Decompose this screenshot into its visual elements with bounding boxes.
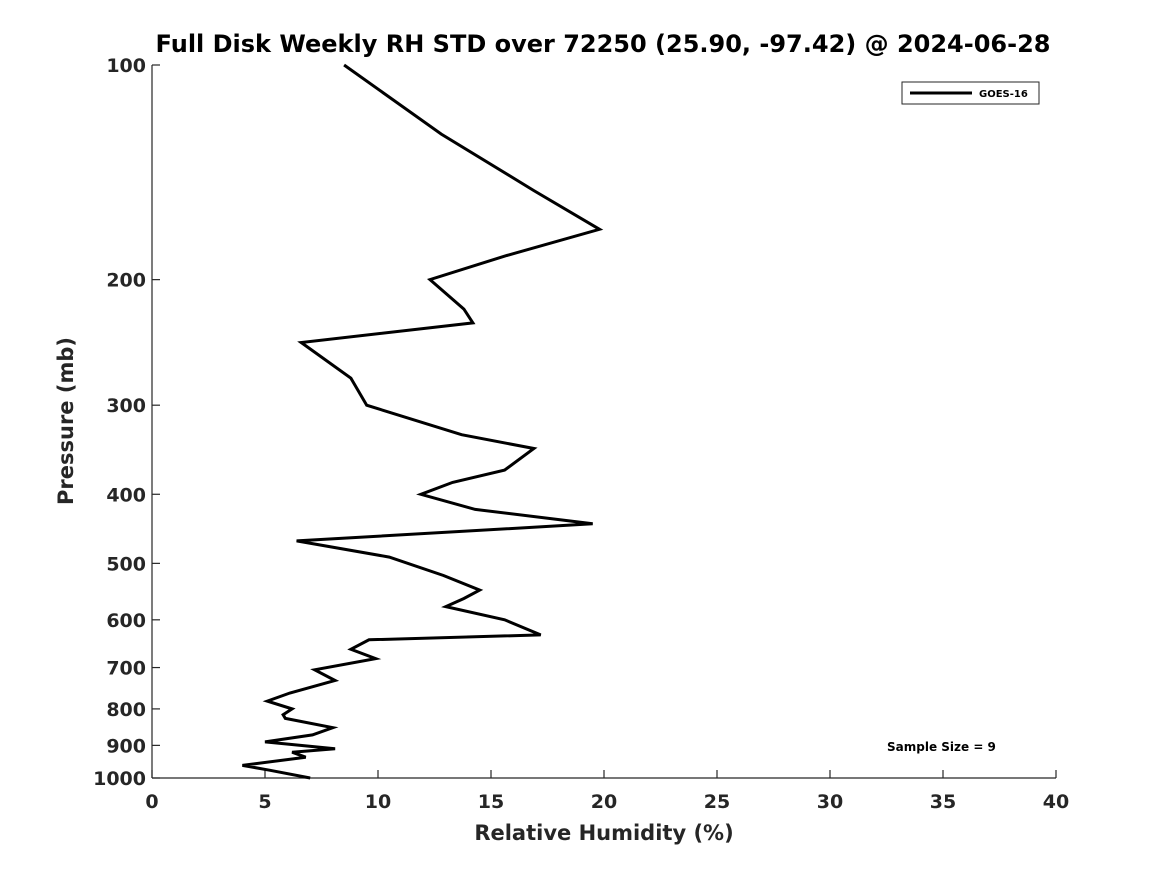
y-tick-label-200: 200 — [106, 270, 146, 292]
sample-size-annotation: Sample Size = 9 — [887, 740, 996, 754]
x-tick-label-10: 10 — [365, 791, 391, 813]
y-tick-label-300: 300 — [106, 395, 146, 417]
y-tick-label-600: 600 — [106, 610, 146, 632]
y-tick-label-800: 800 — [106, 699, 146, 721]
y-tick-label-1000: 1000 — [93, 768, 146, 790]
x-axis-label: Relative Humidity (%) — [474, 821, 733, 845]
y-axis-ticks: 100 200 300 400 500 600 700 800 900 1000 — [93, 55, 160, 790]
y-tick-label-100: 100 — [106, 55, 146, 77]
series-layer — [242, 63, 604, 780]
x-tick-label-30: 30 — [817, 791, 843, 813]
x-tick-label-15: 15 — [478, 791, 504, 813]
x-tick-label-40: 40 — [1043, 791, 1069, 813]
legend: GOES-16 — [901, 81, 1040, 105]
x-tick-label-0: 0 — [145, 791, 158, 813]
chart-title: Full Disk Weekly RH STD over 72250 (25.9… — [156, 30, 1051, 58]
y-tick-label-500: 500 — [106, 553, 146, 575]
y-tick-label-400: 400 — [106, 484, 146, 506]
x-tick-label-5: 5 — [258, 791, 271, 813]
y-axis-label: Pressure (mb) — [54, 337, 78, 505]
x-tick-label-25: 25 — [704, 791, 730, 813]
x-tick-label-35: 35 — [930, 791, 956, 813]
series-line-goes-16 — [242, 63, 604, 780]
y-tick-label-700: 700 — [106, 658, 146, 680]
legend-entry-goes16: GOES-16 — [979, 89, 1028, 100]
x-axis-ticks: 0 5 10 15 20 25 30 35 40 — [145, 770, 1069, 813]
x-tick-label-20: 20 — [591, 791, 617, 813]
y-tick-label-900: 900 — [106, 735, 146, 757]
plot-area: 0 5 10 15 20 25 30 35 40 100 200 300 400 500 600 700 80… — [93, 55, 1069, 813]
